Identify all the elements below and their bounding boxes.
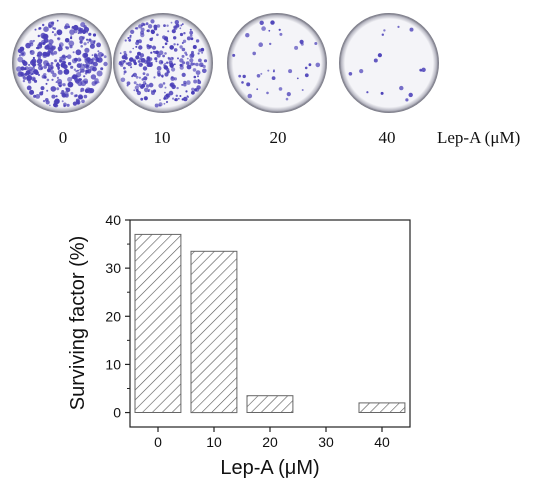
petri-dish-0: [12, 13, 112, 113]
x-tick-label-10: 10: [206, 434, 222, 450]
x-tick-label-0: 0: [154, 434, 162, 450]
dish-concentration-label: Lep-A (μM): [437, 128, 521, 147]
y-tick-label-30: 30: [105, 260, 121, 276]
y-axis-label: Surviving factor (%): [67, 236, 89, 411]
petri-dish-10: [113, 13, 213, 113]
x-tick-label-30: 30: [318, 434, 334, 450]
bar-40: [358, 402, 406, 413]
bar-10: [190, 250, 238, 414]
y-tick-label-40: 40: [105, 212, 121, 228]
dish-label-10: 10: [153, 128, 171, 147]
x-tick-label-40: 40: [374, 434, 390, 450]
bar-20: [246, 395, 294, 414]
x-axis-label: Lep-A (μM): [220, 457, 319, 479]
colony-dish-panel: [12, 13, 439, 113]
petri-dish-40: [339, 13, 439, 113]
y-tick-label-0: 0: [113, 405, 121, 421]
petri-dish-20: [227, 13, 327, 113]
y-tick-label-10: 10: [105, 356, 121, 372]
bar-0: [134, 233, 182, 413]
y-tick-label-20: 20: [105, 308, 121, 324]
dish-label-20: 20: [269, 128, 287, 147]
dish-label-40: 40: [378, 128, 396, 147]
x-tick-label-20: 20: [262, 434, 278, 450]
dish-label-0: 0: [58, 128, 68, 147]
